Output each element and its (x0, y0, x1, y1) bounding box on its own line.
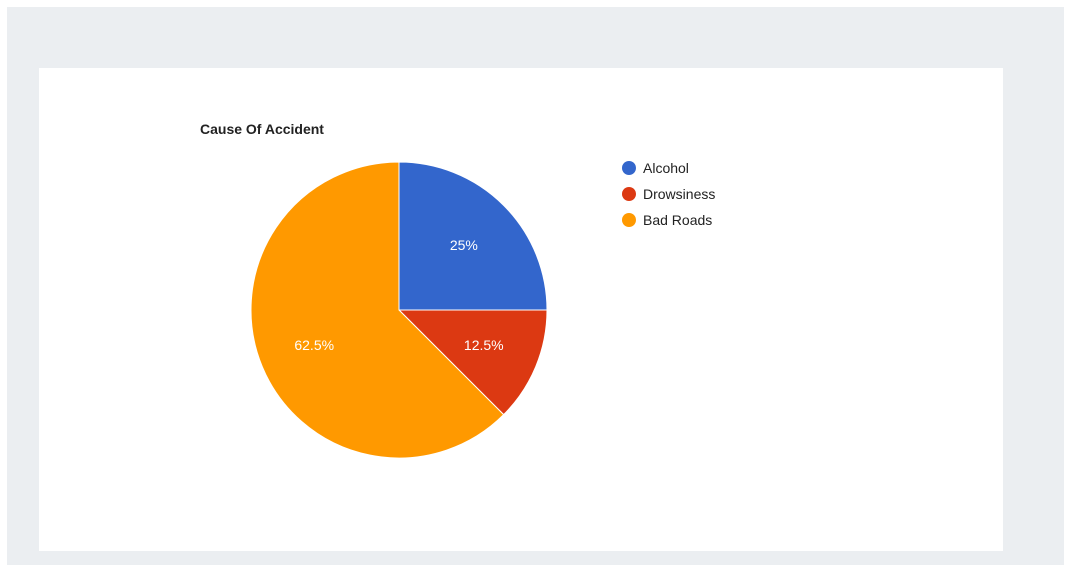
chart-legend: Alcohol Drowsiness Bad Roads (622, 160, 715, 228)
pie-chart: Cause Of Accident 25% 12.5% 62.5% Alcohol D… (200, 121, 715, 459)
pie-slice-labels: 25% 12.5% 62.5% (294, 237, 503, 353)
slice-label-drowsiness: 12.5% (464, 337, 504, 353)
legend-label-bad-roads[interactable]: Bad Roads (643, 212, 712, 228)
slice-label-alcohol: 25% (450, 237, 478, 253)
legend-marker-bad-roads (622, 213, 636, 227)
pie-slice-alcohol[interactable] (398, 161, 548, 311)
chart-title: Cause Of Accident (200, 121, 324, 137)
legend-marker-alcohol (622, 161, 636, 175)
chart-panel: Cause Of Accident 25% 12.5% 62.5% Alcohol D… (39, 68, 1003, 551)
legend-label-alcohol[interactable]: Alcohol (643, 160, 689, 176)
pie-slice-drowsiness[interactable] (397, 309, 548, 416)
page-background: Cause Of Accident 25% 12.5% 62.5% Alcohol D… (7, 7, 1064, 565)
pie-slices (250, 161, 548, 459)
slice-label-bad-roads: 62.5% (294, 337, 334, 353)
pie-slice-bad-roads[interactable] (250, 161, 505, 459)
legend-label-drowsiness[interactable]: Drowsiness (643, 186, 715, 202)
legend-marker-drowsiness (622, 187, 636, 201)
